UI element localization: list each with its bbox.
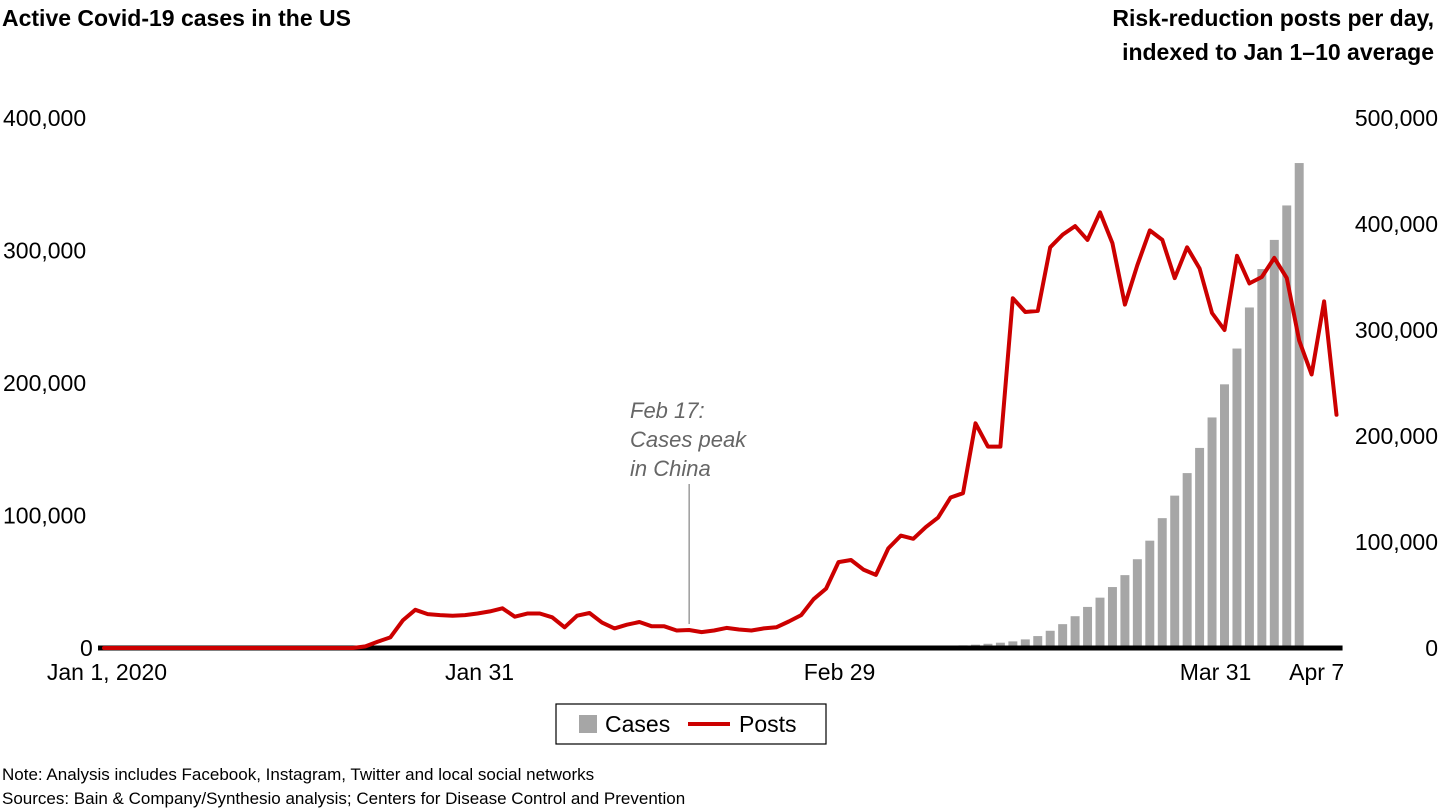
x-axis-tick-label: Jan 1, 2020 [47,659,167,685]
x-axis-tick-label: Jan 31 [445,659,514,685]
right-axis-tick-label: 400,000 [1355,211,1438,237]
left-axis-tick-label: 100,000 [3,503,86,529]
cases-bar [1132,559,1142,648]
cases-bar [1232,348,1242,648]
cases-bar [1182,473,1192,648]
legend-cases-label: Cases [605,711,670,737]
legend-cases-swatch [579,715,597,733]
right-axis-tick-label: 100,000 [1355,529,1438,555]
cases-bar [1294,163,1304,649]
cases-bar [1070,616,1080,648]
cases-bar [1145,540,1155,648]
legend-posts-label: Posts [739,711,797,737]
cases-bar [1120,575,1130,648]
right-axis-title-line1: Risk-reduction posts per day, [1112,5,1434,31]
cases-bar [1083,606,1093,648]
cases-bar [1045,630,1055,648]
cases-bar [1220,384,1229,648]
note-text: Note: Analysis includes Facebook, Instag… [2,765,594,784]
right-axis-title-line2: indexed to Jan 1–10 average [1122,39,1434,65]
left-axis-tick-label: 0 [80,635,93,661]
cases-bar [1008,641,1018,648]
sources-text: Sources: Bain & Company/Synthesio analys… [2,789,685,808]
cases-bar [1033,636,1043,648]
cases-bar [1095,597,1105,648]
cases-bar [1107,587,1117,648]
right-axis-tick-label: 300,000 [1355,317,1438,343]
cases-bar [1195,447,1205,648]
cases-bar [995,642,1005,648]
x-axis-tick-label: Mar 31 [1180,659,1252,685]
cases-bar [1257,269,1267,648]
cases-bar [1020,639,1030,648]
cases-bar [1170,495,1180,648]
left-axis-tick-label: 300,000 [3,238,86,264]
right-axis-tick-label: 200,000 [1355,423,1438,449]
legend: Cases Posts [555,703,827,745]
left-axis-title: Active Covid-19 cases in the US [2,5,351,31]
annotation-text-line: in China [630,456,711,481]
cases-bar [1058,624,1068,648]
right-axis-tick-label: 500,000 [1355,105,1438,131]
right-axis-tick-label: 0 [1425,635,1438,661]
cases-bar [1282,205,1292,648]
left-axis-tick-label: 400,000 [3,105,86,131]
cases-bar [1207,417,1217,648]
posts-series-line [102,210,1339,650]
cases-bar [1269,239,1279,648]
annotation-text-line: Cases peak [630,427,747,452]
left-axis-tick-label: 200,000 [3,370,86,396]
x-axis-tick-label: Feb 29 [804,659,876,685]
annotation-text-line: Feb 17: [630,398,705,423]
cases-bar [1157,518,1167,648]
cases-bar [1244,307,1254,648]
x-axis-tick-label: Apr 7 [1289,659,1344,685]
